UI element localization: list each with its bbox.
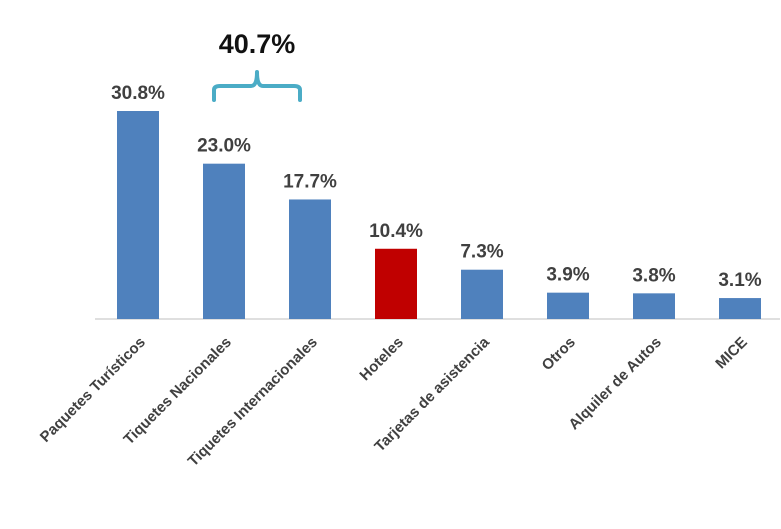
value-labels-group: 30.8% 23.0% 17.7% 10.4% 7.3% 3.9% 3.8% 3.1%	[111, 83, 762, 291]
bar-tarjetas-de-asistencia	[461, 269, 503, 319]
value-label-otros: 3.9%	[546, 265, 589, 286]
bar-paquetes-turisticos	[117, 111, 159, 319]
value-label-hoteles: 10.4%	[369, 221, 423, 242]
value-label-alquiler-de-autos: 3.8%	[632, 265, 675, 286]
category-label-hoteles: Hoteles	[356, 334, 406, 384]
value-label-mice: 3.1%	[718, 270, 761, 291]
bar-hoteles	[375, 248, 417, 319]
category-label-alquiler-de-autos: Alquiler de Autos	[565, 334, 664, 433]
bracket-brace	[212, 70, 302, 102]
bar-tiquetes-internacionales	[289, 199, 331, 319]
bar-otros	[547, 292, 589, 319]
category-label-otros: Otros	[539, 334, 579, 374]
bars-group	[117, 111, 761, 319]
value-label-tiquetes-nacionales: 23.0%	[197, 136, 251, 157]
bar-tiquetes-nacionales	[203, 163, 245, 319]
category-label-mice: MICE	[712, 334, 751, 373]
value-label-tiquetes-internacionales: 17.7%	[283, 171, 337, 192]
sum-annotation: 40.7%	[212, 29, 302, 102]
annotation-label: 40.7%	[219, 29, 296, 59]
value-label-tarjetas-de-asistencia: 7.3%	[460, 242, 503, 263]
bar-mice	[719, 298, 761, 319]
value-label-paquetes-turisticos: 30.8%	[111, 83, 165, 104]
bar-alquiler-de-autos	[633, 293, 675, 319]
